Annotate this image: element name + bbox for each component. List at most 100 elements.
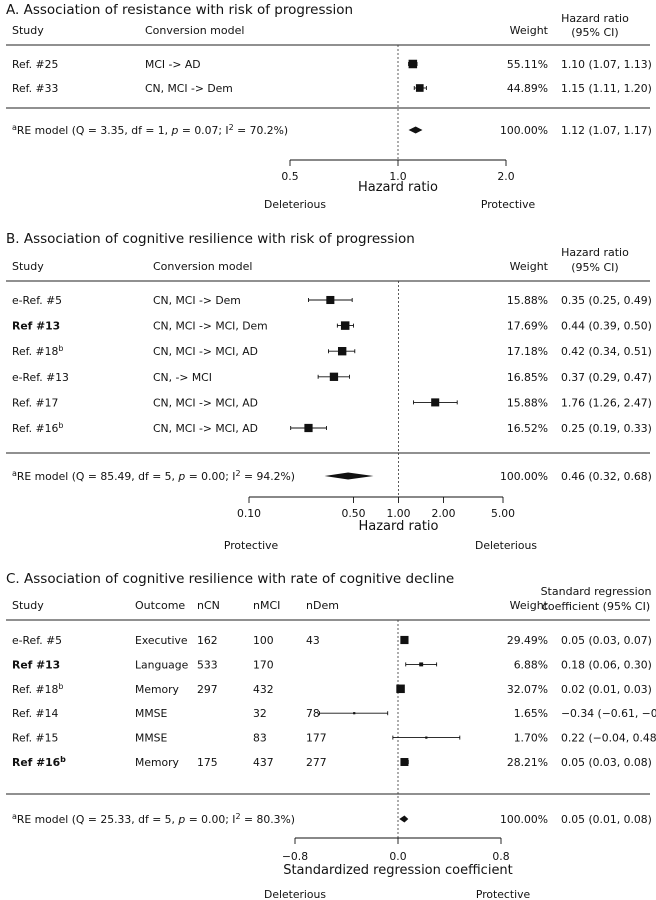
panel-b-row-5-study: Ref. #17 bbox=[12, 396, 58, 409]
panel-b-summary-p: p bbox=[177, 470, 185, 483]
panel-c-header-effect-line1: Standard regression bbox=[541, 585, 652, 598]
panel-c-row-1-outcome: Executive bbox=[135, 634, 188, 647]
panel-b-row-6-study-name: Ref. #16 bbox=[12, 422, 58, 435]
panel-b-row-3-effect: 0.42 (0.34, 0.51) bbox=[561, 345, 652, 358]
panel-b-row-6-effect: 0.25 (0.19, 0.33) bbox=[561, 422, 652, 435]
panel-c-header-effect-line2: coefficient (95% CI) bbox=[542, 600, 650, 613]
panel-c-row-1-weight: 29.49% bbox=[507, 634, 548, 647]
panel-b-row-6-study-sup: b bbox=[58, 421, 63, 430]
panel-b-row-2-effect: 0.44 (0.39, 0.50) bbox=[561, 320, 652, 333]
panel-c-row-5-weight: 1.70% bbox=[514, 732, 548, 745]
panel-c-row-5-study: Ref. #15 bbox=[12, 732, 58, 745]
panel-c-row-4-ndem: 78 bbox=[306, 707, 320, 720]
panel-c-row-2-outcome: Language bbox=[135, 658, 189, 671]
panel-b-row-4-study: e-Ref. #13 bbox=[12, 371, 69, 384]
panel-a-summary-pre: RE model (Q = 3.35, df = 1, bbox=[17, 124, 172, 137]
panel-b-row-5-model: CN, MCI -> MCI, AD bbox=[153, 396, 258, 409]
panel-c-row-3-study-sup: b bbox=[58, 681, 63, 690]
panel-a-header-effect-line1: Hazard ratio bbox=[561, 12, 629, 25]
panel-b-row-3-study: Ref. #18b bbox=[12, 344, 63, 359]
panel-a-summary-label: aRE model (Q = 3.35, df = 1, p = 0.07; I… bbox=[12, 123, 288, 138]
panel-c-summary-mid: = 0.00; I bbox=[185, 813, 235, 826]
panel-b-summary-mid: = 0.00; I bbox=[185, 470, 235, 483]
panel-c-row-6-ncn: 175 bbox=[197, 756, 218, 769]
panel-c-row-2-study: Ref #13 bbox=[12, 658, 60, 671]
panel-a-summary-i2-sup: 2 bbox=[229, 123, 234, 132]
panel-c-header-weight: Weight bbox=[510, 599, 549, 612]
panel-a-row-1-study-name: Ref. #25 bbox=[12, 58, 58, 71]
panel-a-row-2-effect: 1.15 (1.11, 1.20) bbox=[561, 82, 652, 95]
panel-b-row-3-point-estimate bbox=[337, 347, 347, 356]
panel-a-row-2-point-estimate bbox=[415, 84, 424, 92]
panel-b-header-effect-line2: (95% CI) bbox=[571, 261, 618, 274]
panel-c-tick-label-2: 0.0 bbox=[389, 850, 406, 863]
panel-c-row-5-effect: 0.22 (−0.04, 0.48) bbox=[561, 732, 656, 745]
panel-c-row-6-study-name: Ref #16 bbox=[12, 756, 60, 769]
panel-b-row-2-study-name: Ref #13 bbox=[12, 320, 60, 333]
panel-b-row-4-study-name: e-Ref. #13 bbox=[12, 371, 69, 384]
panel-c-summary-label: aRE model (Q = 25.33, df = 5, p = 0.00; … bbox=[12, 812, 295, 827]
panel-c-row-4-effect: −0.34 (−0.61, −0.08) bbox=[561, 707, 656, 720]
panel-a-summary-mid: = 0.07; I bbox=[178, 124, 228, 137]
panel-c-right-direction-label: Protective bbox=[476, 888, 531, 900]
panel-a-tick-label-3: 2.0 bbox=[497, 170, 514, 183]
panel-b-row-2-study: Ref #13 bbox=[12, 320, 60, 333]
panel-c-row-1-study-name: e-Ref. #5 bbox=[12, 634, 62, 647]
panel-b-row-1-study-name: e-Ref. #5 bbox=[12, 294, 62, 307]
panel-c-tick-label-3: 0.8 bbox=[492, 850, 509, 863]
panel-b-row-6-weight: 16.52% bbox=[507, 422, 548, 435]
panel-c-row-3-study-name: Ref. #18 bbox=[12, 683, 58, 696]
panel-b-right-direction-label: Deleterious bbox=[475, 539, 537, 552]
panel-c-row-3-weight: 32.07% bbox=[507, 683, 548, 696]
panel-b-row-5-point-estimate bbox=[431, 398, 440, 407]
panel-b-row-6-point-estimate bbox=[304, 423, 313, 433]
panel-c-title: C. Association of cognitive resilience w… bbox=[6, 571, 454, 587]
panel-c-row-5-study-name: Ref. #15 bbox=[12, 732, 58, 745]
panel-c-summary-diamond bbox=[399, 815, 409, 823]
panel-a-letter: A. bbox=[6, 2, 24, 18]
panel-a-left-direction-label: Deleterious bbox=[264, 198, 326, 211]
panel-c-summary-post: = 80.3%) bbox=[241, 813, 295, 826]
panel-b-row-3-study-sup: b bbox=[58, 344, 63, 353]
panel-a-right-direction-label: Protective bbox=[481, 198, 536, 211]
panel-c-row-2-nmci: 170 bbox=[253, 658, 274, 671]
panel-b-tick-label-3: 1.00 bbox=[386, 507, 410, 520]
panel-b-row-4-weight: 16.85% bbox=[507, 371, 548, 384]
panel-a-header-weight: Weight bbox=[510, 24, 549, 37]
panel-a-title-text: Association of resistance with risk of p… bbox=[24, 2, 354, 18]
panel-c-header-study: Study bbox=[12, 599, 44, 612]
panel-c-row-3-study: Ref. #18b bbox=[12, 681, 63, 696]
panel-c-letter: C. bbox=[6, 571, 24, 587]
panel-c-header-ncn: nCN bbox=[197, 599, 220, 612]
panel-c-row-4-point-estimate bbox=[353, 712, 356, 715]
panel-c-title-text: Association of cognitive resilience with… bbox=[24, 571, 454, 587]
panel-c-summary-pre: RE model (Q = 25.33, df = 5, bbox=[17, 813, 179, 826]
panel-b-row-1-weight: 15.88% bbox=[507, 294, 548, 307]
panel-b-header-study: Study bbox=[12, 260, 44, 273]
panel-b-letter: B. bbox=[6, 231, 24, 247]
panel-c-row-6-ndem: 277 bbox=[306, 756, 327, 769]
panel-b-row-4-model: CN, -> MCI bbox=[153, 371, 212, 384]
panel-b-summary-effect: 0.46 (0.32, 0.68) bbox=[561, 470, 652, 483]
panel-b-row-6-model: CN, MCI -> MCI, AD bbox=[153, 422, 258, 435]
panel-c-row-4-nmci: 32 bbox=[253, 707, 267, 720]
panel-b-row-5-effect: 1.76 (1.26, 2.47) bbox=[561, 396, 652, 409]
panel-a-summary-p: p bbox=[171, 124, 179, 137]
panel-b-summary-pre: RE model (Q = 85.49, df = 5, bbox=[17, 470, 179, 483]
panel-a-summary-diamond bbox=[408, 126, 423, 134]
panel-c-row-3-point-estimate bbox=[396, 684, 405, 694]
panel-c-row-4-weight: 1.65% bbox=[514, 707, 548, 720]
panel-c-row-1-ncn: 162 bbox=[197, 634, 218, 647]
panel-b-row-1-study: e-Ref. #5 bbox=[12, 294, 62, 307]
panel-c-row-6-study: Ref #16b bbox=[12, 755, 66, 770]
panel-c-header-nmci: nMCI bbox=[253, 599, 280, 612]
panel-b-tick-label-2: 0.50 bbox=[341, 507, 365, 520]
panel-c-row-6-study-sup: b bbox=[60, 755, 66, 764]
panel-b-header-effect-line1: Hazard ratio bbox=[561, 246, 629, 259]
panel-b-row-1-model: CN, MCI -> Dem bbox=[153, 294, 241, 307]
panel-b-row-3-model: CN, MCI -> MCI, AD bbox=[153, 345, 258, 358]
panel-b-tick-label-1: 0.10 bbox=[237, 507, 261, 520]
panel-a-row-1-point-estimate bbox=[408, 59, 418, 69]
panel-c-row-6-point-estimate bbox=[400, 758, 409, 766]
